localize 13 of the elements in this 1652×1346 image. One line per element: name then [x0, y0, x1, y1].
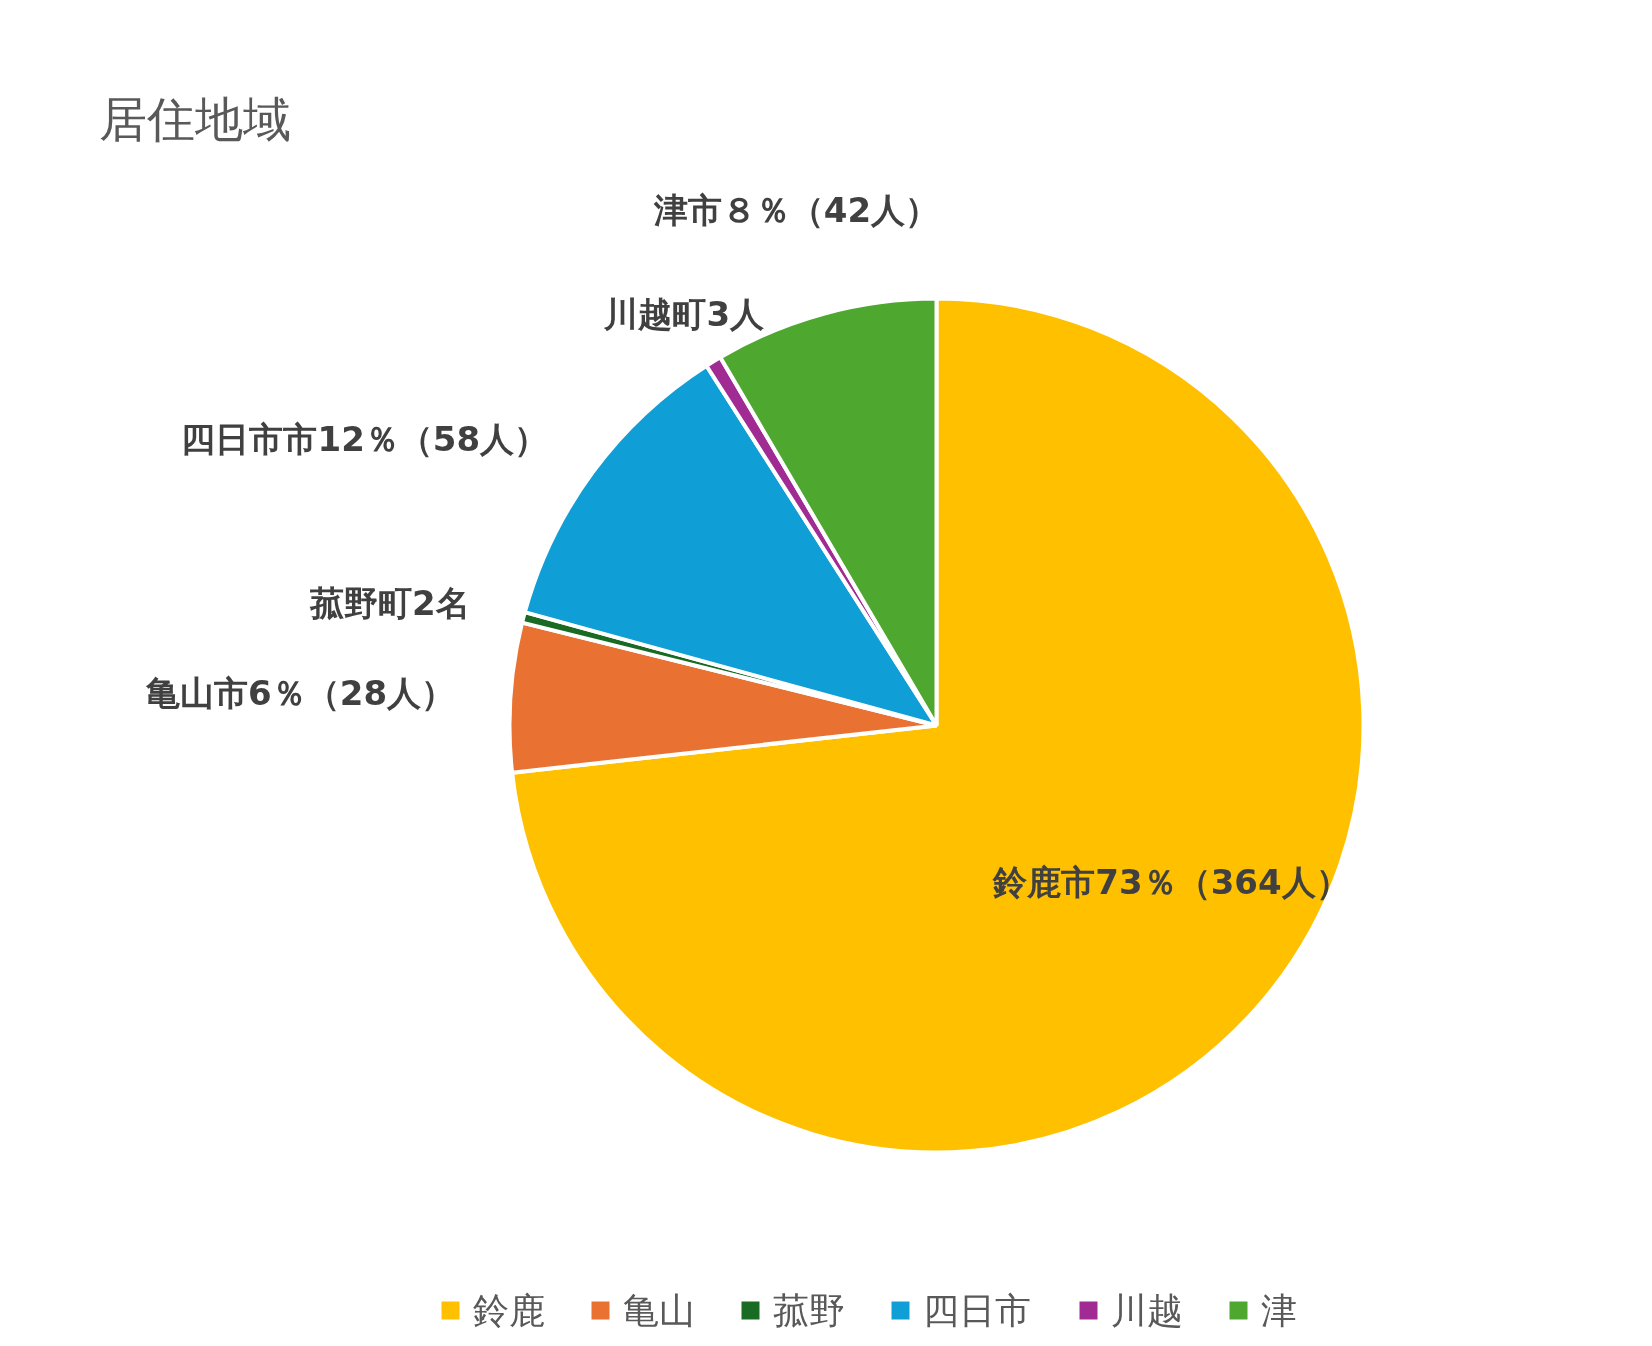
chart-title: 居住地域 — [98, 90, 291, 147]
data-label: 菰野町2名 — [309, 583, 470, 624]
legend-label: 津 — [1260, 1290, 1297, 1331]
legend-label: 亀山 — [622, 1290, 695, 1331]
legend-label: 川越 — [1110, 1290, 1183, 1331]
data-label: 亀山市6％（28人） — [145, 673, 456, 714]
legend-label: 鈴鹿 — [472, 1290, 545, 1331]
data-label: 津市８％（42人） — [652, 190, 940, 231]
data-label: 四日市市12％（58人） — [181, 419, 549, 460]
legend-label: 菰野 — [772, 1290, 845, 1331]
legend-label: 四日市 — [922, 1290, 1031, 1331]
data-label: 川越町3人 — [603, 294, 766, 335]
data-label: 鈴鹿市73％（364人） — [992, 862, 1350, 903]
